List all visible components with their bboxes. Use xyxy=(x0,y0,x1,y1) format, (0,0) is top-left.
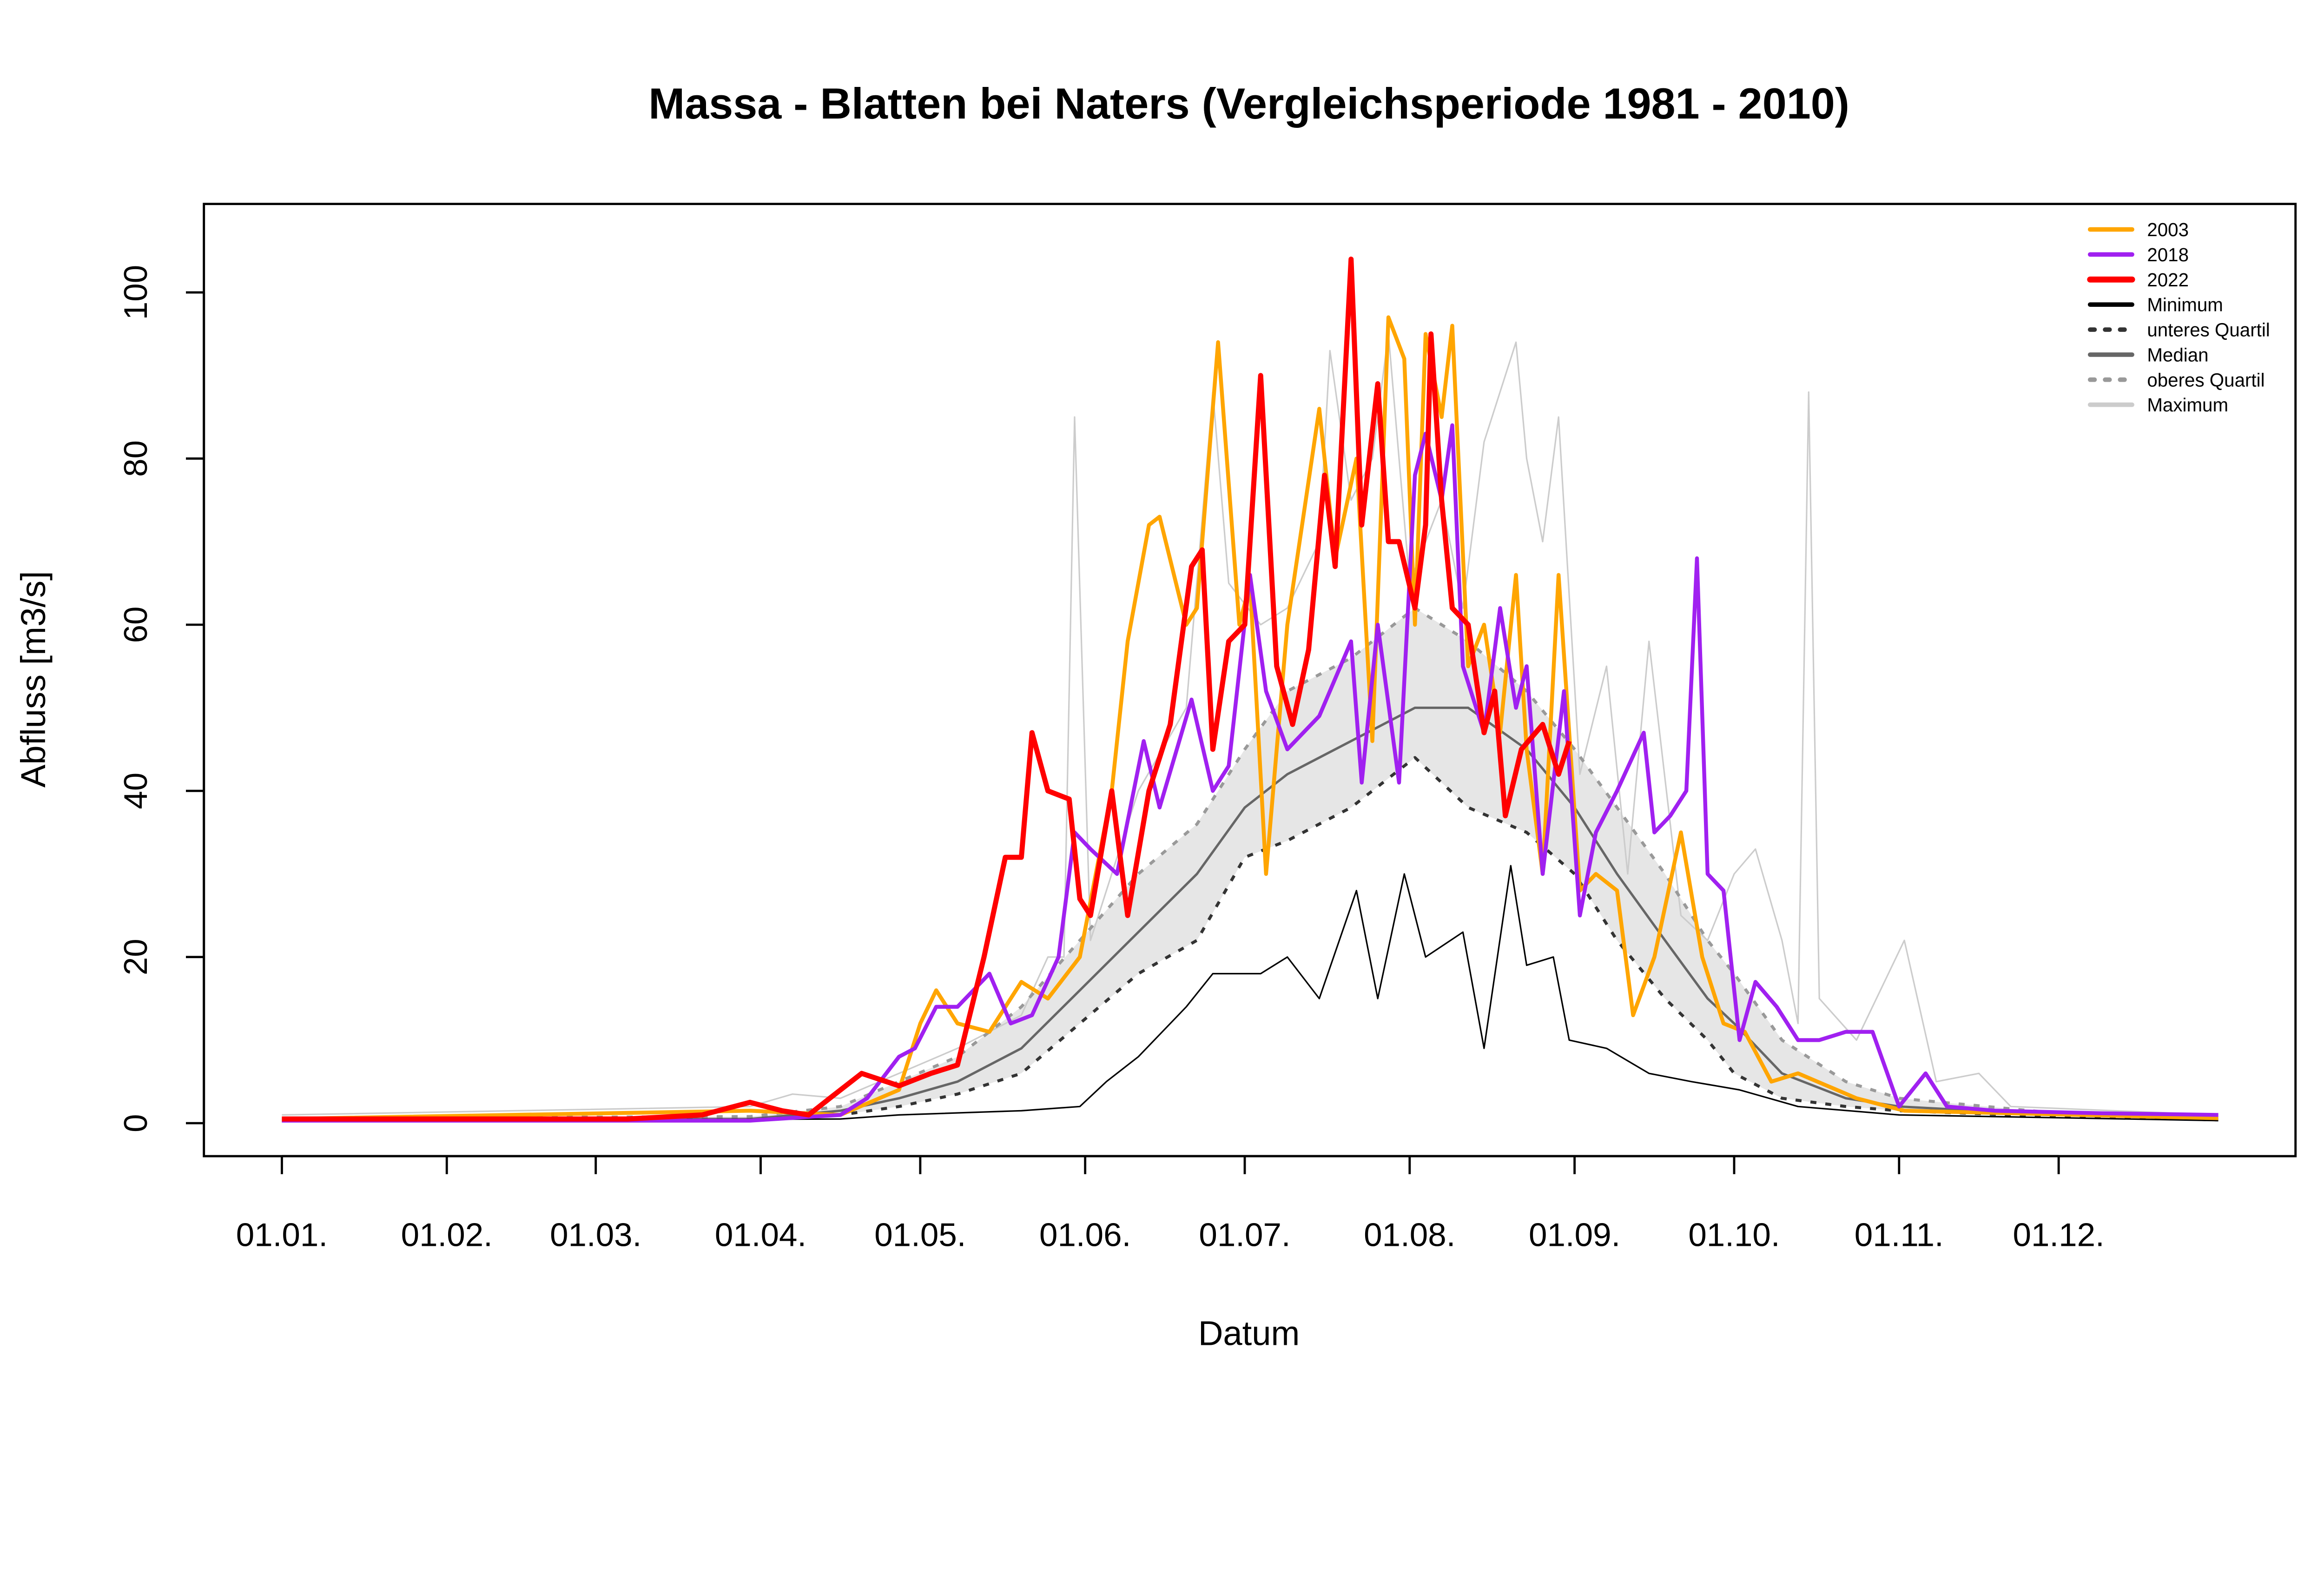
legend-label: Minimum xyxy=(2147,294,2223,316)
legend: 2003 2018 2022 Minimum unteres Quartil Median… xyxy=(2087,219,2270,416)
x-axis-label: Datum xyxy=(1198,1314,1300,1353)
plot-frame xyxy=(203,203,2297,1158)
legend-label: unteres Quartil xyxy=(2147,319,2270,341)
legend-label: Maximum xyxy=(2147,394,2228,416)
hydrograph-chart: Massa - Blatten bei Naters (Vergleichspe… xyxy=(14,79,2297,1353)
x-tick-label: 01.05. xyxy=(874,1217,966,1254)
series-line-maximum xyxy=(282,333,2218,1116)
y-axis-label: Abfluss [m3/s] xyxy=(14,571,53,787)
legend-label: 2003 xyxy=(2147,219,2189,240)
x-tick-label: 01.11. xyxy=(1855,1217,1944,1254)
x-tick-label: 01.01. xyxy=(236,1217,328,1254)
series-line-minimum xyxy=(282,865,2218,1123)
y-axis: 0 20 40 60 80 100 xyxy=(118,265,205,1132)
y-tick-label: 60 xyxy=(118,606,154,643)
series-line-2018 xyxy=(282,423,2218,1123)
y-tick-label: 80 xyxy=(118,440,154,477)
legend-label: oberes Quartil xyxy=(2147,369,2265,390)
legend-label: Median xyxy=(2147,344,2208,365)
y-tick-label: 0 xyxy=(118,1114,154,1132)
x-tick-label: 01.10. xyxy=(1688,1217,1780,1254)
x-tick-label: 01.12. xyxy=(2013,1217,2104,1254)
x-axis: 01.01. 01.02. 01.03. 01.04. 01.05. 01.06. 01.0… xyxy=(236,1155,2105,1254)
series-line-2003 xyxy=(282,315,2218,1121)
y-tick-label: 20 xyxy=(118,939,154,975)
y-tick-label: 40 xyxy=(118,773,154,809)
x-tick-label: 01.06. xyxy=(1039,1217,1131,1254)
y-tick-label: 100 xyxy=(118,265,154,320)
x-tick-label: 01.07. xyxy=(1199,1217,1290,1254)
series-line-median xyxy=(282,706,2218,1120)
legend-label: 2022 xyxy=(2147,269,2189,291)
series-line-2022 xyxy=(282,256,1572,1122)
x-tick-label: 01.03. xyxy=(550,1217,641,1254)
chart-title: Massa - Blatten bei Naters (Vergleichspe… xyxy=(648,79,1849,128)
legend-label: 2018 xyxy=(2147,244,2189,265)
x-tick-label: 01.04. xyxy=(715,1217,806,1254)
x-tick-label: 01.02. xyxy=(401,1217,493,1254)
x-tick-label: 01.08. xyxy=(1364,1217,1455,1254)
series-line-unteres-quartil xyxy=(282,756,2218,1122)
series-layer xyxy=(282,256,2218,1123)
x-tick-label: 01.09. xyxy=(1529,1217,1620,1254)
